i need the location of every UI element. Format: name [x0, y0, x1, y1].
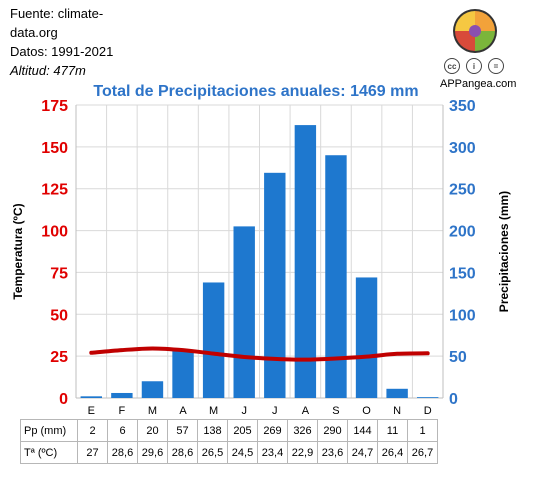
temperature-value-cell: 22,9: [287, 441, 318, 464]
temperature-value-cell: 23,4: [257, 441, 288, 464]
temperature-value-cell: 23,6: [317, 441, 348, 464]
precipitation-value-cell: 2: [77, 419, 108, 442]
left-tick-label: 50: [50, 307, 68, 324]
precipitation-bar: [294, 125, 317, 398]
left-tick-label: 0: [59, 391, 68, 408]
precipitation-value-cell: 144: [347, 419, 378, 442]
precipitation-value-cell: 20: [137, 419, 168, 442]
precipitation-bar: [417, 397, 439, 398]
precipitation-value-cell: 6: [107, 419, 138, 442]
data-years-label: Datos: 1991-2021: [10, 44, 114, 59]
temperature-value-cell: 26,5: [197, 441, 228, 464]
x-tick-label: D: [424, 405, 432, 417]
x-tick-label: N: [393, 405, 401, 417]
climate-data-table: Pp (mm) 2 6 20 57 138 205 269 326 290 144 11 1 Tª (…: [20, 419, 438, 464]
precipitation-bar: [355, 277, 378, 398]
precipitation-value-cell: 326: [287, 419, 318, 442]
source-label-line2: data.org: [10, 25, 58, 40]
x-tick-label: O: [362, 405, 371, 417]
temperature-value-cell: 28,6: [167, 441, 198, 464]
left-tick-label: 175: [41, 98, 68, 115]
license-icons: cc i =: [444, 58, 504, 74]
left-tick-label: 150: [41, 140, 68, 157]
precipitation-bar: [172, 350, 194, 398]
temperature-value-cell: 28,6: [107, 441, 138, 464]
temperature-line: [89, 346, 430, 362]
climate-chart: 0 25 50 75 100 125 150 175 0 50 100 150 200 250 300 350…: [11, 83, 511, 417]
precipitation-bar: [325, 155, 347, 398]
precipitation-bar: [111, 392, 133, 398]
right-tick-label: 300: [449, 140, 476, 157]
precipitation-bar: [141, 381, 164, 398]
precipitation-bar: [264, 172, 286, 398]
temperature-value-cell: 27: [77, 441, 108, 464]
precipitation-row: Pp (mm) 2 6 20 57 138 205 269 326 290 144 11 1: [20, 419, 438, 442]
right-tick-label: 0: [449, 391, 458, 408]
precipitation-value-cell: 1: [407, 419, 438, 442]
temperature-value-cell: 26,7: [407, 441, 438, 464]
precipitation-value-cell: 290: [317, 419, 348, 442]
x-tick-label: A: [302, 405, 310, 417]
temperature-value-cell: 24,5: [227, 441, 258, 464]
left-tick-label: 125: [41, 182, 68, 199]
right-tick-label: 100: [449, 307, 476, 324]
x-tick-label: A: [179, 405, 187, 417]
chart-metadata: Fuente: climate- data.org Datos: 1991-20…: [10, 4, 130, 80]
x-tick-label: E: [88, 405, 95, 417]
temperature-value-cell: 26,4: [377, 441, 408, 464]
left-axis-label: Temperatura (ºC): [11, 203, 25, 299]
temperature-row: Tª (ºC) 27 28,6 29,6 28,6 26,5 24,5 23,4 22,9 23…: [20, 441, 438, 464]
left-tick-label: 100: [41, 224, 68, 241]
precipitation-value-cell: 269: [257, 419, 288, 442]
precipitation-row-label: Pp (mm): [20, 419, 78, 442]
temperature-value-cell: 29,6: [137, 441, 168, 464]
temperature-row-label: Tª (ºC): [20, 441, 78, 464]
x-tick-label: M: [209, 405, 218, 417]
right-tick-label: 150: [449, 265, 476, 282]
brand-name: APPangea.com: [440, 78, 517, 90]
altitude-label: Altitud: 477m: [10, 63, 86, 78]
left-tick-label: 25: [50, 349, 68, 366]
right-tick-label: 350: [449, 98, 476, 115]
precipitation-value-cell: 57: [167, 419, 198, 442]
no-derivatives-icon: =: [488, 58, 504, 74]
left-tick-label: 75: [50, 265, 68, 282]
right-axis-label: Precipitaciones (mm): [497, 191, 511, 312]
precipitation-value-cell: 11: [377, 419, 408, 442]
precipitation-value-cell: 205: [227, 419, 258, 442]
x-tick-label: F: [119, 405, 126, 417]
x-tick-label: J: [272, 405, 278, 417]
precipitation-bar: [202, 282, 225, 398]
chart-title: Total de Precipitaciones anuales: 1469 m…: [93, 83, 418, 100]
precipitation-bar: [80, 396, 102, 398]
cc-icon: cc: [444, 58, 460, 74]
right-tick-label: 50: [449, 349, 467, 366]
precipitation-bar: [386, 388, 408, 398]
x-tick-label: M: [148, 405, 157, 417]
right-tick-label: 250: [449, 182, 476, 199]
right-tick-label: 200: [449, 224, 476, 241]
temperature-value-cell: 24,7: [347, 441, 378, 464]
precipitation-bar: [233, 226, 255, 398]
precipitation-value-cell: 138: [197, 419, 228, 442]
attribution-icon: i: [466, 58, 482, 74]
x-tick-label: S: [332, 405, 339, 417]
source-label-line1: Fuente: climate-: [10, 6, 104, 21]
appangea-logo-icon: [453, 9, 497, 53]
x-tick-label: J: [241, 405, 247, 417]
